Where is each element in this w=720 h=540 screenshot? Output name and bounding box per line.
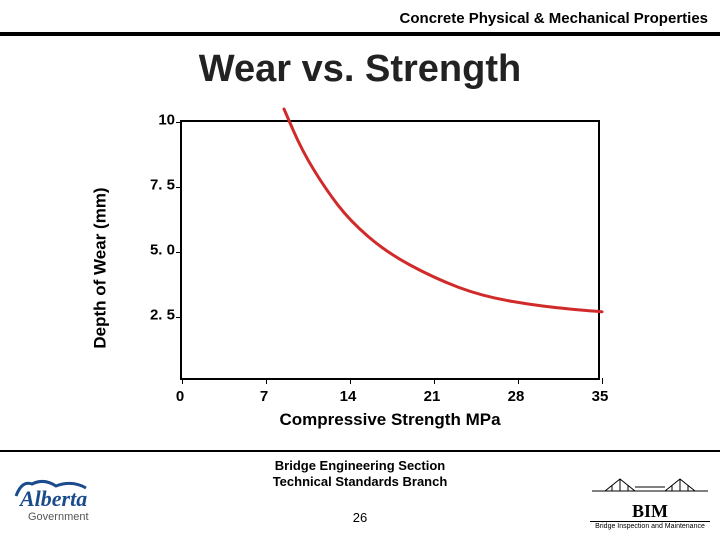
ytick-10: 10	[135, 112, 175, 129]
alberta-logo: Alberta Government	[14, 476, 144, 526]
bim-divider	[590, 521, 710, 522]
xtick-mark	[602, 378, 603, 384]
xtick-7: 7	[260, 388, 268, 405]
ytick-5-0: 5. 0	[135, 242, 175, 259]
header-subtitle: Concrete Physical & Mechanical Propertie…	[400, 10, 708, 27]
xtick-14: 14	[340, 388, 357, 405]
chart-container: Depth of Wear (mm) 10 7. 5 5. 0 2. 5 0 7…	[90, 110, 620, 425]
xtick-21: 21	[424, 388, 441, 405]
x-axis-label: Compressive Strength MPa	[180, 410, 600, 430]
xtick-28: 28	[508, 388, 525, 405]
svg-text:Alberta: Alberta	[18, 486, 87, 511]
government-text: Government	[28, 511, 89, 523]
xtick-35: 35	[592, 388, 609, 405]
plot-area	[180, 120, 600, 380]
ytick-7-5: 7. 5	[135, 177, 175, 194]
header-rule	[0, 32, 720, 36]
footer-line1: Bridge Engineering Section	[0, 458, 720, 474]
page-title: Wear vs. Strength	[0, 48, 720, 91]
wear-curve	[182, 122, 602, 382]
bridge-icon	[590, 473, 710, 495]
footer-rule	[0, 450, 720, 452]
ytick-2-5: 2. 5	[135, 307, 175, 324]
bim-subtext: Bridge Inspection and Maintenance	[590, 523, 710, 530]
y-axis-label: Depth of Wear (mm)	[91, 187, 111, 348]
bim-logo: BIM Bridge Inspection and Maintenance	[590, 473, 710, 530]
bim-text: BIM	[590, 502, 710, 520]
xtick-0: 0	[176, 388, 184, 405]
